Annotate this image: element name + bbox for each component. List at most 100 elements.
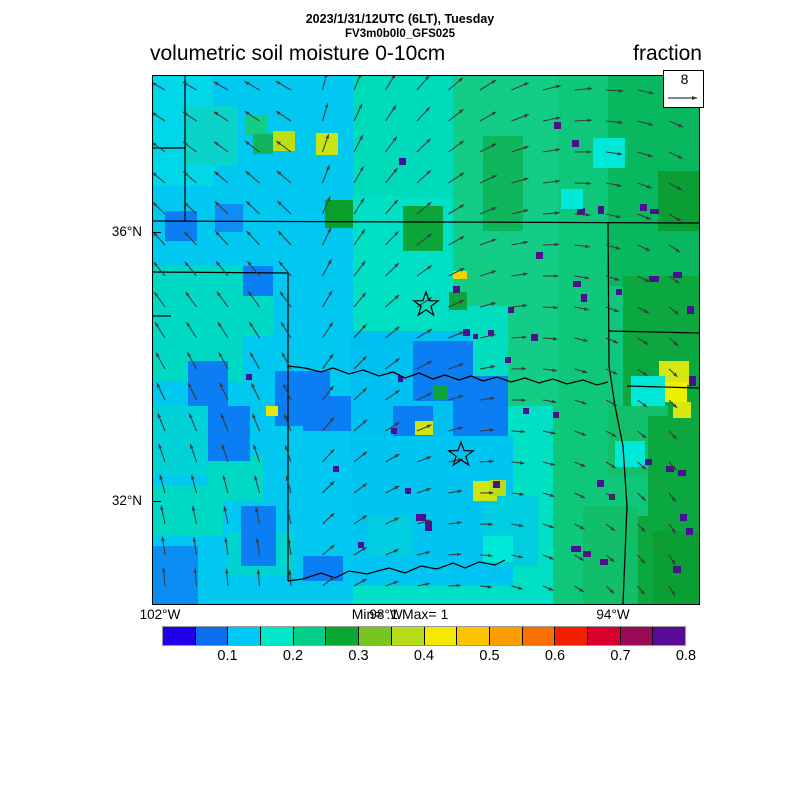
wind-vector	[252, 413, 260, 432]
wind-vector	[605, 492, 616, 500]
wind-vector	[192, 536, 198, 556]
wind-vector	[254, 475, 261, 494]
wind-vector	[448, 426, 464, 432]
wind-vector	[605, 151, 623, 156]
wind-vector	[253, 444, 260, 463]
minmax-label: Min= .1 Max= 1	[351, 606, 449, 622]
wind-vector	[605, 523, 616, 532]
colorbar-segment-15	[653, 627, 685, 645]
station-star-north	[412, 290, 440, 317]
wind-vector	[322, 480, 335, 494]
wind-vector	[224, 537, 229, 556]
wind-vector	[213, 141, 229, 153]
wind-vector	[542, 399, 557, 404]
wind-vector	[605, 275, 620, 281]
wind-vector	[637, 430, 647, 439]
colorbar-tick-labels: 0.1 0.2 0.3 0.4 0.5 0.6 0.7 0.8	[162, 648, 696, 668]
wind-vector	[153, 82, 166, 91]
wind-vector	[162, 567, 166, 587]
wind-vector	[213, 81, 229, 91]
wind-vector	[416, 487, 431, 494]
wind-vector	[574, 275, 590, 280]
wind-vector	[416, 424, 432, 432]
wind-vector	[385, 231, 399, 246]
wind-vector	[605, 430, 617, 438]
wind-vector	[574, 523, 585, 530]
colorbar-segment-6	[359, 627, 392, 645]
wind-vector	[574, 87, 593, 91]
red-river	[287, 365, 609, 386]
wind-vector	[275, 140, 292, 153]
colorbar-segment-13	[587, 627, 621, 645]
wind-vector	[214, 201, 229, 215]
wind-vector	[353, 260, 366, 277]
wind-vector	[385, 167, 398, 184]
wind-vector	[574, 337, 589, 342]
date-title: 2023/1/31/12UTC (6LT), Tuesday	[305, 12, 495, 26]
wind-vector	[668, 120, 684, 128]
wind-vector	[215, 261, 229, 277]
wind-vector	[182, 141, 197, 153]
wind-vector	[321, 103, 329, 122]
wind-vector	[247, 291, 260, 308]
wind-vector	[511, 82, 529, 91]
wind-vector	[542, 211, 560, 215]
wind-vector-key-value: 8	[680, 71, 689, 87]
wind-vector	[637, 492, 646, 501]
wind-vector	[511, 240, 529, 246]
wind-vector	[385, 453, 400, 463]
wind-vector	[637, 306, 650, 314]
wind-vector	[286, 507, 292, 525]
wind-vector	[223, 506, 229, 525]
wind-vector	[246, 230, 260, 246]
wind-vector	[637, 89, 654, 95]
right-arrow-icon	[668, 95, 698, 101]
colorbar-segment-10	[489, 627, 523, 645]
wind-vector	[189, 443, 197, 463]
wind-vector	[249, 352, 260, 370]
wind-vector	[416, 201, 432, 215]
state-borders	[153, 76, 699, 604]
wind-vector	[244, 81, 260, 91]
wind-vector	[479, 553, 493, 558]
wind-vector	[353, 103, 363, 122]
lat-tick-32	[152, 501, 161, 502]
wind-vector	[668, 492, 677, 503]
wind-vector	[479, 270, 497, 277]
colorbar-segment-3	[261, 627, 294, 645]
wind-vector	[605, 399, 618, 407]
wind-vector	[416, 519, 431, 525]
wind-vector	[281, 352, 292, 370]
wind-vector	[385, 105, 397, 122]
wind-vector	[479, 428, 495, 432]
wind-vector	[668, 585, 676, 596]
colorbar-segment-2	[228, 627, 262, 645]
wind-vector	[637, 554, 646, 564]
wind-vector	[244, 110, 260, 122]
colorbar[interactable]	[162, 626, 686, 646]
wind-vector	[185, 291, 197, 308]
wind-vector	[156, 382, 166, 401]
wind-vector	[448, 489, 463, 494]
wind-vector	[668, 554, 676, 565]
wind-vector	[416, 360, 433, 370]
wind-vector	[247, 261, 260, 277]
wind-vector	[218, 352, 229, 370]
wind-vector	[511, 272, 528, 277]
wind-vector	[542, 116, 561, 122]
map-plot-area[interactable]	[152, 75, 700, 605]
wind-vector	[353, 76, 362, 91]
colorbar-tick-0.2: 0.2	[282, 648, 304, 664]
wind-vector	[191, 505, 198, 525]
wind-vector	[276, 170, 292, 184]
wind-vector	[186, 352, 197, 370]
map-canvas	[153, 76, 699, 604]
wind-vector	[416, 169, 432, 184]
wind-vector	[244, 140, 260, 153]
colorbar-segment-5	[326, 627, 360, 645]
wind-vector	[353, 419, 368, 432]
wind-vector	[416, 233, 432, 246]
wind-vector	[160, 505, 166, 525]
colorbar-tick-0.1: 0.1	[217, 648, 238, 664]
colorbar-segment-4	[293, 627, 327, 645]
